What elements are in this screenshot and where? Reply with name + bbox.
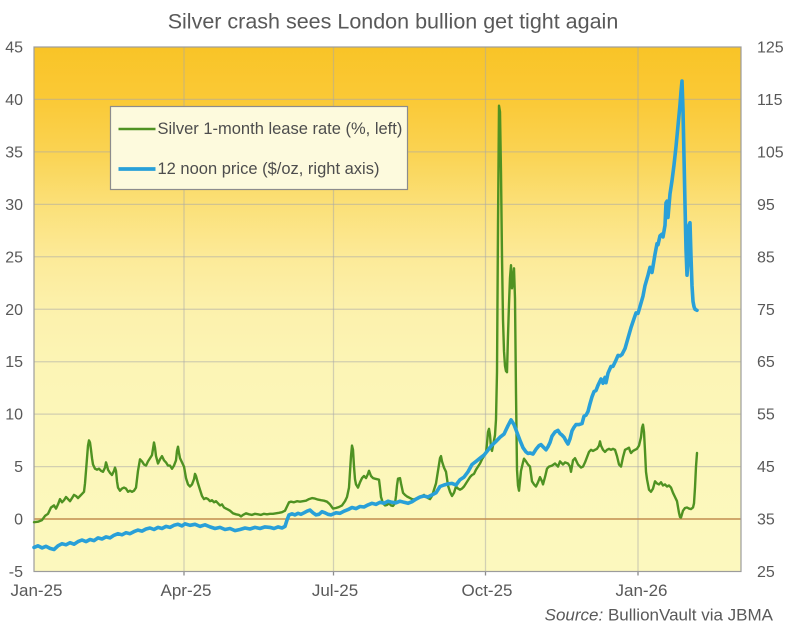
svg-text:75: 75 [757, 302, 775, 319]
svg-text:Jul-25: Jul-25 [312, 581, 358, 600]
svg-text:95: 95 [757, 197, 775, 214]
svg-text:-5: -5 [9, 564, 23, 581]
svg-text:45: 45 [5, 40, 23, 57]
svg-text:55: 55 [757, 407, 775, 424]
svg-text:35: 35 [5, 144, 23, 161]
svg-text:25: 25 [757, 564, 775, 581]
svg-text:30: 30 [5, 197, 23, 214]
svg-text:105: 105 [757, 144, 784, 161]
svg-text:Silver crash sees London bulli: Silver crash sees London bullion get tig… [168, 10, 619, 34]
svg-text:65: 65 [757, 354, 775, 371]
svg-text:Jan-26: Jan-26 [616, 581, 668, 600]
svg-text:5: 5 [14, 459, 23, 476]
svg-text:0: 0 [14, 512, 23, 529]
svg-text:40: 40 [5, 92, 23, 109]
svg-text:Silver 1-month lease rate (%,: Silver 1-month lease rate (%, left) [158, 120, 403, 138]
svg-text:25: 25 [5, 249, 23, 266]
svg-text:Oct-25: Oct-25 [461, 581, 512, 600]
svg-text:20: 20 [5, 302, 23, 319]
svg-text:115: 115 [757, 92, 783, 109]
svg-text:Jan-25: Jan-25 [11, 581, 63, 600]
svg-text:Source: BullionVault via JBMA: Source: BullionVault via JBMA [545, 606, 774, 625]
svg-text:125: 125 [757, 40, 784, 57]
svg-text:12 noon price ($/oz, right axi: 12 noon price ($/oz, right axis) [158, 160, 380, 178]
svg-text:Apr-25: Apr-25 [160, 581, 211, 600]
svg-text:85: 85 [757, 249, 775, 266]
svg-text:10: 10 [5, 407, 23, 424]
svg-text:35: 35 [757, 512, 775, 529]
svg-text:15: 15 [5, 354, 23, 371]
svg-text:45: 45 [757, 459, 775, 476]
